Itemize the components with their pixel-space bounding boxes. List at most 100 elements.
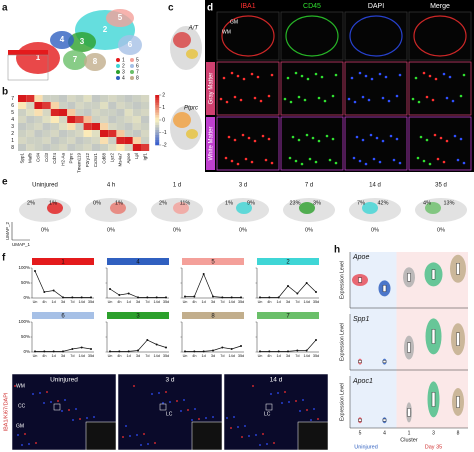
cell [191,419,193,421]
heatmap-cell [100,95,109,102]
series-line [34,270,91,298]
heatmap-cell [26,116,35,123]
cell [273,442,275,444]
label: 1d [127,354,131,358]
heatmap-cell [108,130,117,137]
micrograph [408,11,472,61]
point [165,296,167,299]
label: 11% [180,200,191,206]
cell [286,76,290,80]
box [407,342,411,353]
label: Un [258,354,263,358]
label: 8 [457,430,460,436]
heatmap-cell [34,137,43,144]
label: 4% [423,200,431,206]
label: Un [108,300,113,304]
label: 1 [11,138,14,144]
heatmap-cell [141,95,150,102]
label: Gray Matter [209,73,215,105]
cell [462,73,466,77]
cell [306,77,310,81]
cell [323,99,327,103]
point [137,296,139,299]
label: 5 [11,110,14,116]
label: 2 [11,131,14,137]
cell [225,100,229,104]
cell [448,75,452,79]
legend-dot [116,76,120,80]
heatmap-cell [132,130,141,137]
cord-section [413,15,467,57]
label: White Matter [209,126,215,160]
cell [154,442,156,444]
cell [267,137,271,141]
series-header [107,312,169,319]
point [184,295,186,298]
cell [233,95,237,99]
label: 0% [41,227,49,233]
panel-label: g [2,375,8,386]
cell [314,160,318,164]
cell [372,157,376,161]
heatmap-cell [83,137,92,144]
micrograph [344,11,408,61]
label: 35d [163,300,169,304]
label: 0% [23,295,30,300]
colorbar-step [155,105,160,108]
label: LC [166,411,173,417]
heatmap-cell [124,144,133,151]
colorbar-step [155,117,160,121]
heatmap-cell [124,137,133,144]
label: 3% [313,200,321,206]
label: 0% [23,349,30,354]
label: 1d [52,354,56,358]
legend-dot [130,58,134,62]
cell [253,96,257,100]
cell [14,385,16,387]
point [184,350,186,353]
cell [291,135,295,139]
label: 2 [122,63,125,69]
cell [361,138,365,142]
micrograph [408,61,472,116]
cell [266,443,268,445]
cell [389,134,393,138]
heatmap-cell [83,116,92,123]
label: 4 [11,117,14,123]
heatmap-cell [116,109,125,116]
cell [79,418,81,420]
cell [222,76,226,80]
heatmap-cell [18,137,27,144]
heatmap-cell [132,137,141,144]
cell [86,417,88,419]
cell [250,160,254,164]
cell [39,392,41,394]
cell [370,77,374,81]
cell [398,73,402,77]
point [80,296,83,299]
label: Ms4a7 [118,153,123,167]
colorbar-step [155,115,160,118]
label: 1% [225,200,233,206]
cell [451,99,455,103]
heatmap-cell [50,109,59,116]
heatmap-cell [34,116,43,123]
heatmap-cell [42,109,51,116]
label: 14d [153,354,159,358]
label: 1 [408,430,411,436]
point [71,296,74,299]
label: 3 [432,430,435,436]
cell [416,156,420,160]
cell [270,393,272,395]
umap-hot [425,202,441,214]
heatmap-cell [26,130,35,137]
point [287,285,289,287]
label: 3 d [165,377,174,384]
heatmap-cell [116,123,125,130]
inset [191,421,223,451]
umap-hot [173,202,189,214]
roi [265,403,273,411]
heatmap-cell [42,102,51,109]
heatmap-cell [124,123,133,130]
